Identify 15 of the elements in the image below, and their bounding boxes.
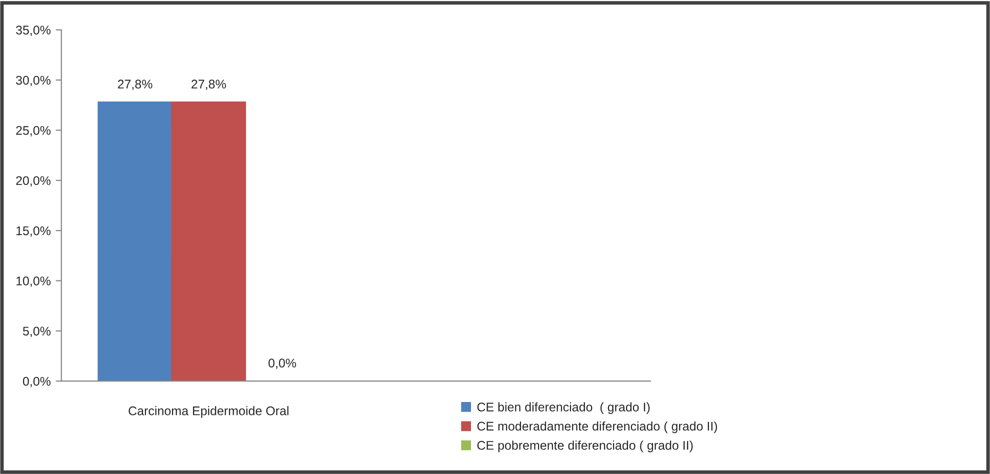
data-label: 27,8%: [118, 80, 152, 90]
y-tick-label: 15,0%: [16, 226, 51, 237]
y-tick-label: 35,0%: [16, 26, 51, 36]
y-tick-label: 0,0%: [22, 376, 51, 388]
y-tick-label: 20,0%: [16, 176, 51, 187]
y-tick-label: 25,0%: [16, 126, 51, 136]
y-tick-label: 10,0%: [16, 276, 51, 287]
legend-label: CE moderadamente diferenciado ( grado II): [477, 421, 718, 434]
legend-label: CE pobremente diferenciado ( grado II): [477, 440, 693, 452]
x-tick-label: Carcinoma Epidermoide Oral: [128, 406, 288, 418]
y-tick-label: 30,0%: [16, 76, 51, 86]
legend-label: CE bien diferenciado ( grado I): [477, 402, 650, 414]
data-label: 27,8%: [192, 80, 226, 90]
y-tick-label: 5,0%: [22, 326, 51, 338]
data-label: 0,0%: [268, 358, 296, 369]
